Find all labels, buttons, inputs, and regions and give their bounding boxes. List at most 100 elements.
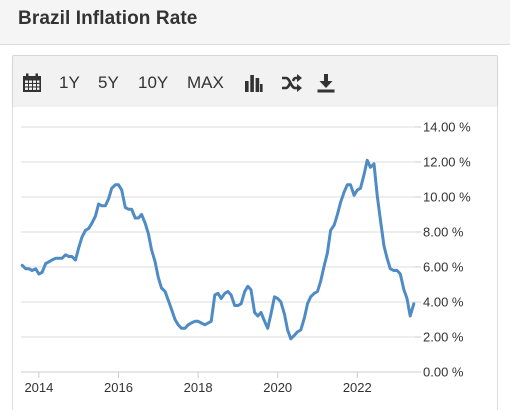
data-point: [196, 320, 200, 323]
data-point: [127, 208, 130, 211]
data-point: [200, 321, 203, 325]
data-point: [77, 246, 80, 249]
data-point: [21, 264, 24, 267]
data-point: [343, 190, 346, 193]
data-point: [402, 288, 406, 291]
data-point: [362, 173, 366, 176]
data-point: [289, 337, 292, 340]
data-point: [190, 321, 193, 325]
data-point: [306, 302, 309, 305]
data-point: [44, 262, 47, 265]
x-tick-label: 2020: [263, 380, 292, 395]
tick-labels: 0.00 % 2.00 % 4.00 % 6.00 % 8.00 % 10.00 % 12.…: [24, 120, 471, 396]
data-point: [316, 290, 319, 293]
data-point: [34, 267, 37, 270]
data-point: [229, 293, 233, 297]
data-point: [90, 222, 94, 225]
data-point: [216, 292, 220, 295]
data-point: [157, 276, 160, 279]
y-tick-label: 14.00 %: [423, 120, 471, 135]
data-point: [385, 257, 389, 260]
data-point: [170, 307, 173, 311]
data-point: [236, 304, 240, 307]
data-point: [296, 330, 299, 333]
data-point: [226, 290, 230, 293]
data-point: [263, 320, 266, 323]
data-point: [124, 206, 127, 209]
range-5y-button[interactable]: 5Y: [98, 73, 119, 92]
data-point: [313, 292, 316, 295]
data-point: [233, 304, 236, 307]
data-point: [246, 285, 249, 288]
data-point: [369, 166, 372, 169]
data-point: [27, 267, 31, 270]
gridlines: [21, 126, 415, 338]
data-point: [269, 313, 273, 316]
data-point: [382, 244, 386, 248]
data-point: [120, 188, 123, 192]
data-point: [323, 264, 326, 267]
download-icon[interactable]: [317, 72, 335, 94]
data-point: [57, 257, 60, 260]
range-1y-button[interactable]: 1Y: [59, 73, 80, 92]
data-point: [303, 316, 306, 319]
data-point: [167, 299, 170, 302]
range-max-button[interactable]: MAX: [187, 73, 224, 92]
data-point: [107, 197, 110, 200]
data-point: [399, 272, 402, 276]
data-point: [329, 229, 332, 232]
y-tick-label: 0.00 %: [423, 365, 464, 380]
data-point: [130, 208, 133, 211]
y-tick-label: 6.00 %: [423, 260, 464, 275]
data-point: [319, 279, 322, 283]
data-point: [67, 255, 70, 258]
x-tick-label: 2018: [184, 380, 213, 395]
data-point: [183, 327, 187, 330]
data-point: [84, 229, 87, 232]
data-point: [187, 323, 190, 326]
y-tick-label: 8.00 %: [423, 225, 464, 240]
data-point: [40, 271, 44, 274]
data-point: [412, 302, 415, 305]
data-point: [137, 216, 140, 220]
data-point: [395, 269, 399, 272]
data-point: [150, 248, 153, 251]
data-point: [70, 255, 74, 258]
data-point: [177, 323, 180, 326]
data-point: [80, 236, 84, 239]
range-10y-button[interactable]: 10Y: [138, 73, 169, 92]
data-point: [405, 297, 409, 300]
data-point: [173, 318, 177, 321]
data-point: [210, 320, 213, 323]
data-point: [94, 215, 97, 218]
data-point: [389, 267, 392, 270]
y-tick-label: 12.00 %: [423, 155, 471, 170]
data-point: [30, 269, 34, 272]
data-point: [153, 260, 157, 263]
shuffle-icon[interactable]: [281, 72, 303, 94]
data-point: [339, 201, 342, 204]
data-point: [206, 321, 210, 325]
data-point: [100, 204, 104, 207]
data-point: [60, 257, 64, 260]
x-tick-label: 2022: [343, 380, 372, 395]
data-point: [117, 183, 120, 186]
data-point: [147, 232, 150, 235]
data-point: [346, 183, 349, 186]
data-point: [160, 286, 163, 290]
data-point: [47, 260, 51, 263]
bar-chart-icon[interactable]: [244, 72, 263, 94]
data-point: [220, 297, 223, 300]
data-point: [326, 251, 329, 255]
calendar-icon[interactable]: [22, 72, 42, 94]
y-tick-label: 4.00 %: [423, 295, 464, 310]
data-point: [134, 216, 137, 220]
data-point: [392, 269, 396, 272]
data-point: [239, 302, 243, 305]
data-point: [54, 257, 57, 260]
data-point: [140, 213, 143, 216]
data-point: [333, 223, 336, 227]
data-point: [24, 267, 27, 270]
data-point: [163, 290, 167, 293]
data-point: [97, 202, 100, 206]
